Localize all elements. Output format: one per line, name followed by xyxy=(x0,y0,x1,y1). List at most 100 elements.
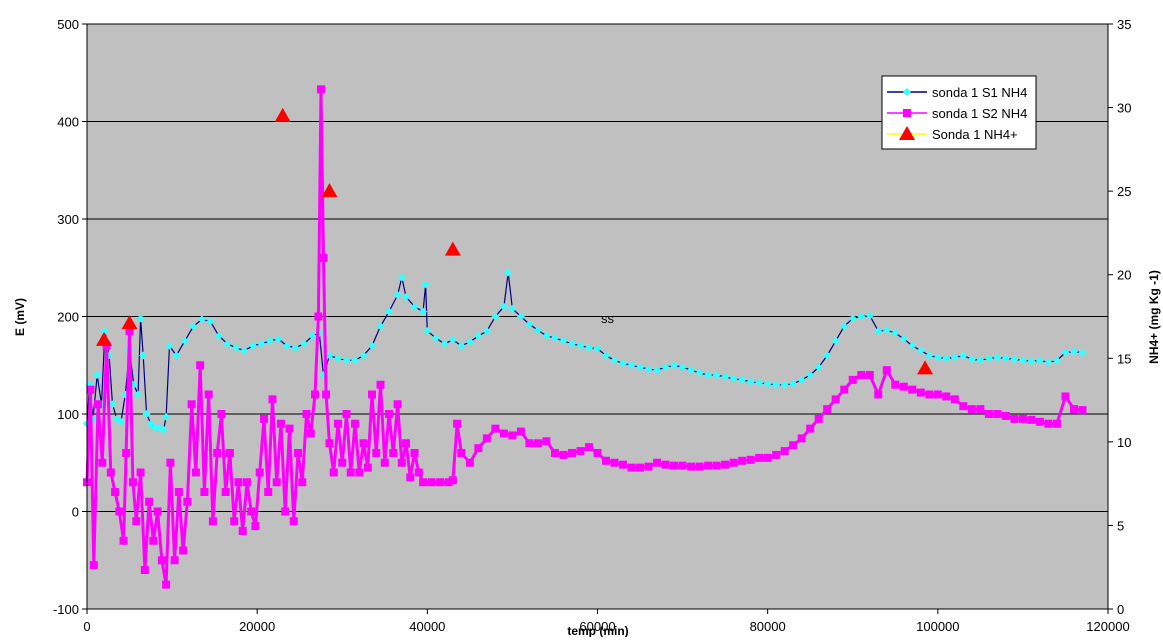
data-point xyxy=(916,346,925,355)
data-point xyxy=(264,488,273,496)
data-point xyxy=(187,400,196,409)
data-point xyxy=(117,417,126,426)
y-tick-label: 500 xyxy=(57,17,79,32)
data-point xyxy=(351,419,360,428)
data-point xyxy=(653,458,662,467)
data-point xyxy=(840,385,849,394)
data-point xyxy=(180,336,189,345)
annotation-label: ss xyxy=(601,311,615,326)
data-point xyxy=(333,354,342,363)
x-tick-label: 40000 xyxy=(409,619,445,634)
data-point xyxy=(444,241,461,256)
data-point xyxy=(322,390,331,399)
data-point xyxy=(806,424,815,433)
data-point xyxy=(255,468,264,477)
data-point xyxy=(712,461,721,470)
data-point xyxy=(763,379,772,388)
data-point xyxy=(984,410,993,418)
data-point xyxy=(1027,415,1036,424)
data-point xyxy=(355,468,364,477)
legend-label: sonda 1 S1 NH4 xyxy=(932,85,1027,100)
data-point xyxy=(257,339,266,348)
data-point xyxy=(119,536,128,545)
data-point xyxy=(865,311,874,320)
data-point xyxy=(1010,414,1019,423)
data-point xyxy=(627,463,636,472)
data-point xyxy=(942,392,951,401)
data-point xyxy=(94,400,103,409)
data-point xyxy=(259,414,268,423)
data-point xyxy=(1010,355,1019,364)
data-point xyxy=(772,450,781,459)
data-point xyxy=(136,314,145,323)
data-point xyxy=(342,356,351,365)
data-point xyxy=(584,443,593,452)
data-point xyxy=(111,488,120,496)
data-point xyxy=(159,425,168,434)
data-point xyxy=(857,371,866,379)
data-point xyxy=(780,447,789,456)
data-point xyxy=(410,449,419,457)
data-point xyxy=(282,341,291,350)
data-point xyxy=(1078,406,1087,415)
data-point xyxy=(234,478,243,487)
data-point xyxy=(550,333,559,342)
data-point xyxy=(925,351,934,360)
data-point xyxy=(1061,392,1070,401)
axes: -100 0 100 200 300 400 500 0 5 10 15 20 25 30 35 0 20000… xyxy=(53,17,1132,634)
y2-tick-label: 0 xyxy=(1117,602,1124,617)
data-point xyxy=(848,375,857,384)
data-point xyxy=(1069,347,1078,356)
legend: sonda 1 S1 NH4 sonda 1 S2 NH4 Sonda 1 NH4+ xyxy=(881,75,1037,150)
data-point xyxy=(840,322,849,331)
data-point xyxy=(214,332,223,340)
data-point xyxy=(882,366,891,375)
data-point xyxy=(993,410,1002,418)
y2-tick-label: 10 xyxy=(1117,435,1131,450)
data-point xyxy=(908,385,917,394)
data-point xyxy=(576,341,585,350)
data-point xyxy=(917,360,934,375)
data-point xyxy=(1069,405,1078,414)
data-point xyxy=(1044,358,1053,367)
data-point xyxy=(865,371,874,379)
data-point xyxy=(298,478,307,487)
data-point xyxy=(916,388,925,397)
data-point xyxy=(550,449,559,457)
data-point xyxy=(208,517,217,526)
data-point xyxy=(755,378,764,387)
data-point xyxy=(474,444,483,453)
data-point xyxy=(457,449,466,457)
data-point xyxy=(281,507,290,516)
data-point xyxy=(967,405,976,414)
data-point xyxy=(721,460,730,469)
data-point xyxy=(325,351,334,360)
data-point xyxy=(311,390,320,399)
data-point xyxy=(376,380,385,389)
data-point xyxy=(465,337,474,346)
data-point xyxy=(93,371,102,379)
data-point xyxy=(162,580,171,589)
data-point xyxy=(136,468,145,477)
data-point xyxy=(1044,419,1053,428)
data-point xyxy=(772,380,781,389)
data-point xyxy=(423,327,432,336)
y2-axis-title: NH4+ (mg Kg -1) xyxy=(1147,270,1161,364)
data-point xyxy=(230,517,239,526)
legend-swatch-marker xyxy=(899,126,915,140)
data-point xyxy=(848,314,857,323)
data-point xyxy=(314,312,323,321)
data-point xyxy=(308,332,317,340)
data-point xyxy=(678,363,687,372)
data-point xyxy=(644,462,653,471)
y-tick-label: 0 xyxy=(72,505,79,520)
data-point xyxy=(319,254,328,262)
y2-tick-label: 15 xyxy=(1117,351,1131,366)
data-point xyxy=(139,351,148,360)
data-point xyxy=(619,359,628,368)
data-point xyxy=(959,351,968,360)
data-point xyxy=(174,488,183,496)
data-point xyxy=(142,410,151,418)
